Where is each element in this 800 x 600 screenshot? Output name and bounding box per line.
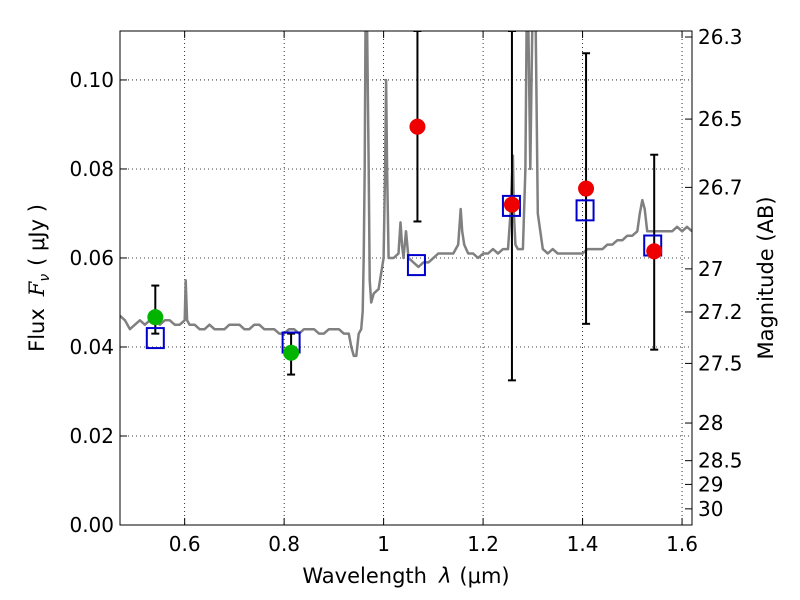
y2-tick-label: 26.3 bbox=[698, 25, 743, 49]
data-point bbox=[646, 243, 663, 260]
y2-axis-label: Magnitude (AB) bbox=[754, 196, 778, 359]
spectrum-line bbox=[120, 31, 692, 358]
x-tick-label: 1.4 bbox=[567, 532, 599, 556]
data-point bbox=[283, 344, 300, 361]
y2-tick-label: 26.7 bbox=[698, 175, 743, 199]
x-tick-label: 1.2 bbox=[467, 532, 499, 556]
y2-tick-label: 30 bbox=[698, 497, 723, 521]
spectrum-layer bbox=[120, 31, 692, 358]
plot-frame bbox=[119, 30, 693, 526]
data-point bbox=[147, 309, 164, 326]
y2-tick-label: 27 bbox=[698, 257, 723, 281]
y2-tick-label: 26.5 bbox=[698, 107, 743, 131]
data-point bbox=[578, 180, 595, 197]
y2-tick-label: 28.5 bbox=[698, 449, 743, 473]
y-ticks: 0.00 0.02 0.04 0.06 0.08 0.10 bbox=[69, 68, 127, 537]
x-tick-label: 0.6 bbox=[169, 532, 201, 556]
x-tick-label: 1.6 bbox=[666, 532, 698, 556]
data-point bbox=[503, 196, 520, 213]
y2-tick-label: 27.2 bbox=[698, 300, 743, 324]
x-axis-label: Wavelength λ (μm) bbox=[302, 564, 509, 588]
model-square bbox=[575, 199, 595, 222]
y-tick-label: 0.06 bbox=[69, 246, 114, 270]
y-axis-label: FluxFν( μJy ) bbox=[25, 204, 53, 352]
y-tick-label: 0.10 bbox=[69, 68, 114, 92]
y-tick-label: 0.00 bbox=[69, 513, 114, 537]
model-square bbox=[145, 327, 165, 350]
y-tick-label: 0.08 bbox=[69, 157, 114, 181]
data-point bbox=[409, 118, 426, 135]
y2-tick-label: 27.5 bbox=[698, 351, 743, 375]
y2-tick-label: 29 bbox=[698, 472, 723, 496]
grid-lines bbox=[120, 31, 692, 525]
x-ticks: 0.6 0.8 1 1.2 1.4 1.6 bbox=[169, 31, 698, 556]
model-square bbox=[501, 194, 521, 217]
markers bbox=[145, 118, 663, 361]
y-tick-label: 0.04 bbox=[69, 335, 114, 359]
x-tick-label: 1 bbox=[377, 532, 390, 556]
y2-tick-label: 28 bbox=[698, 411, 723, 435]
model-square bbox=[406, 254, 426, 277]
y-tick-label: 0.02 bbox=[69, 424, 114, 448]
x-tick-label: 0.8 bbox=[268, 532, 300, 556]
